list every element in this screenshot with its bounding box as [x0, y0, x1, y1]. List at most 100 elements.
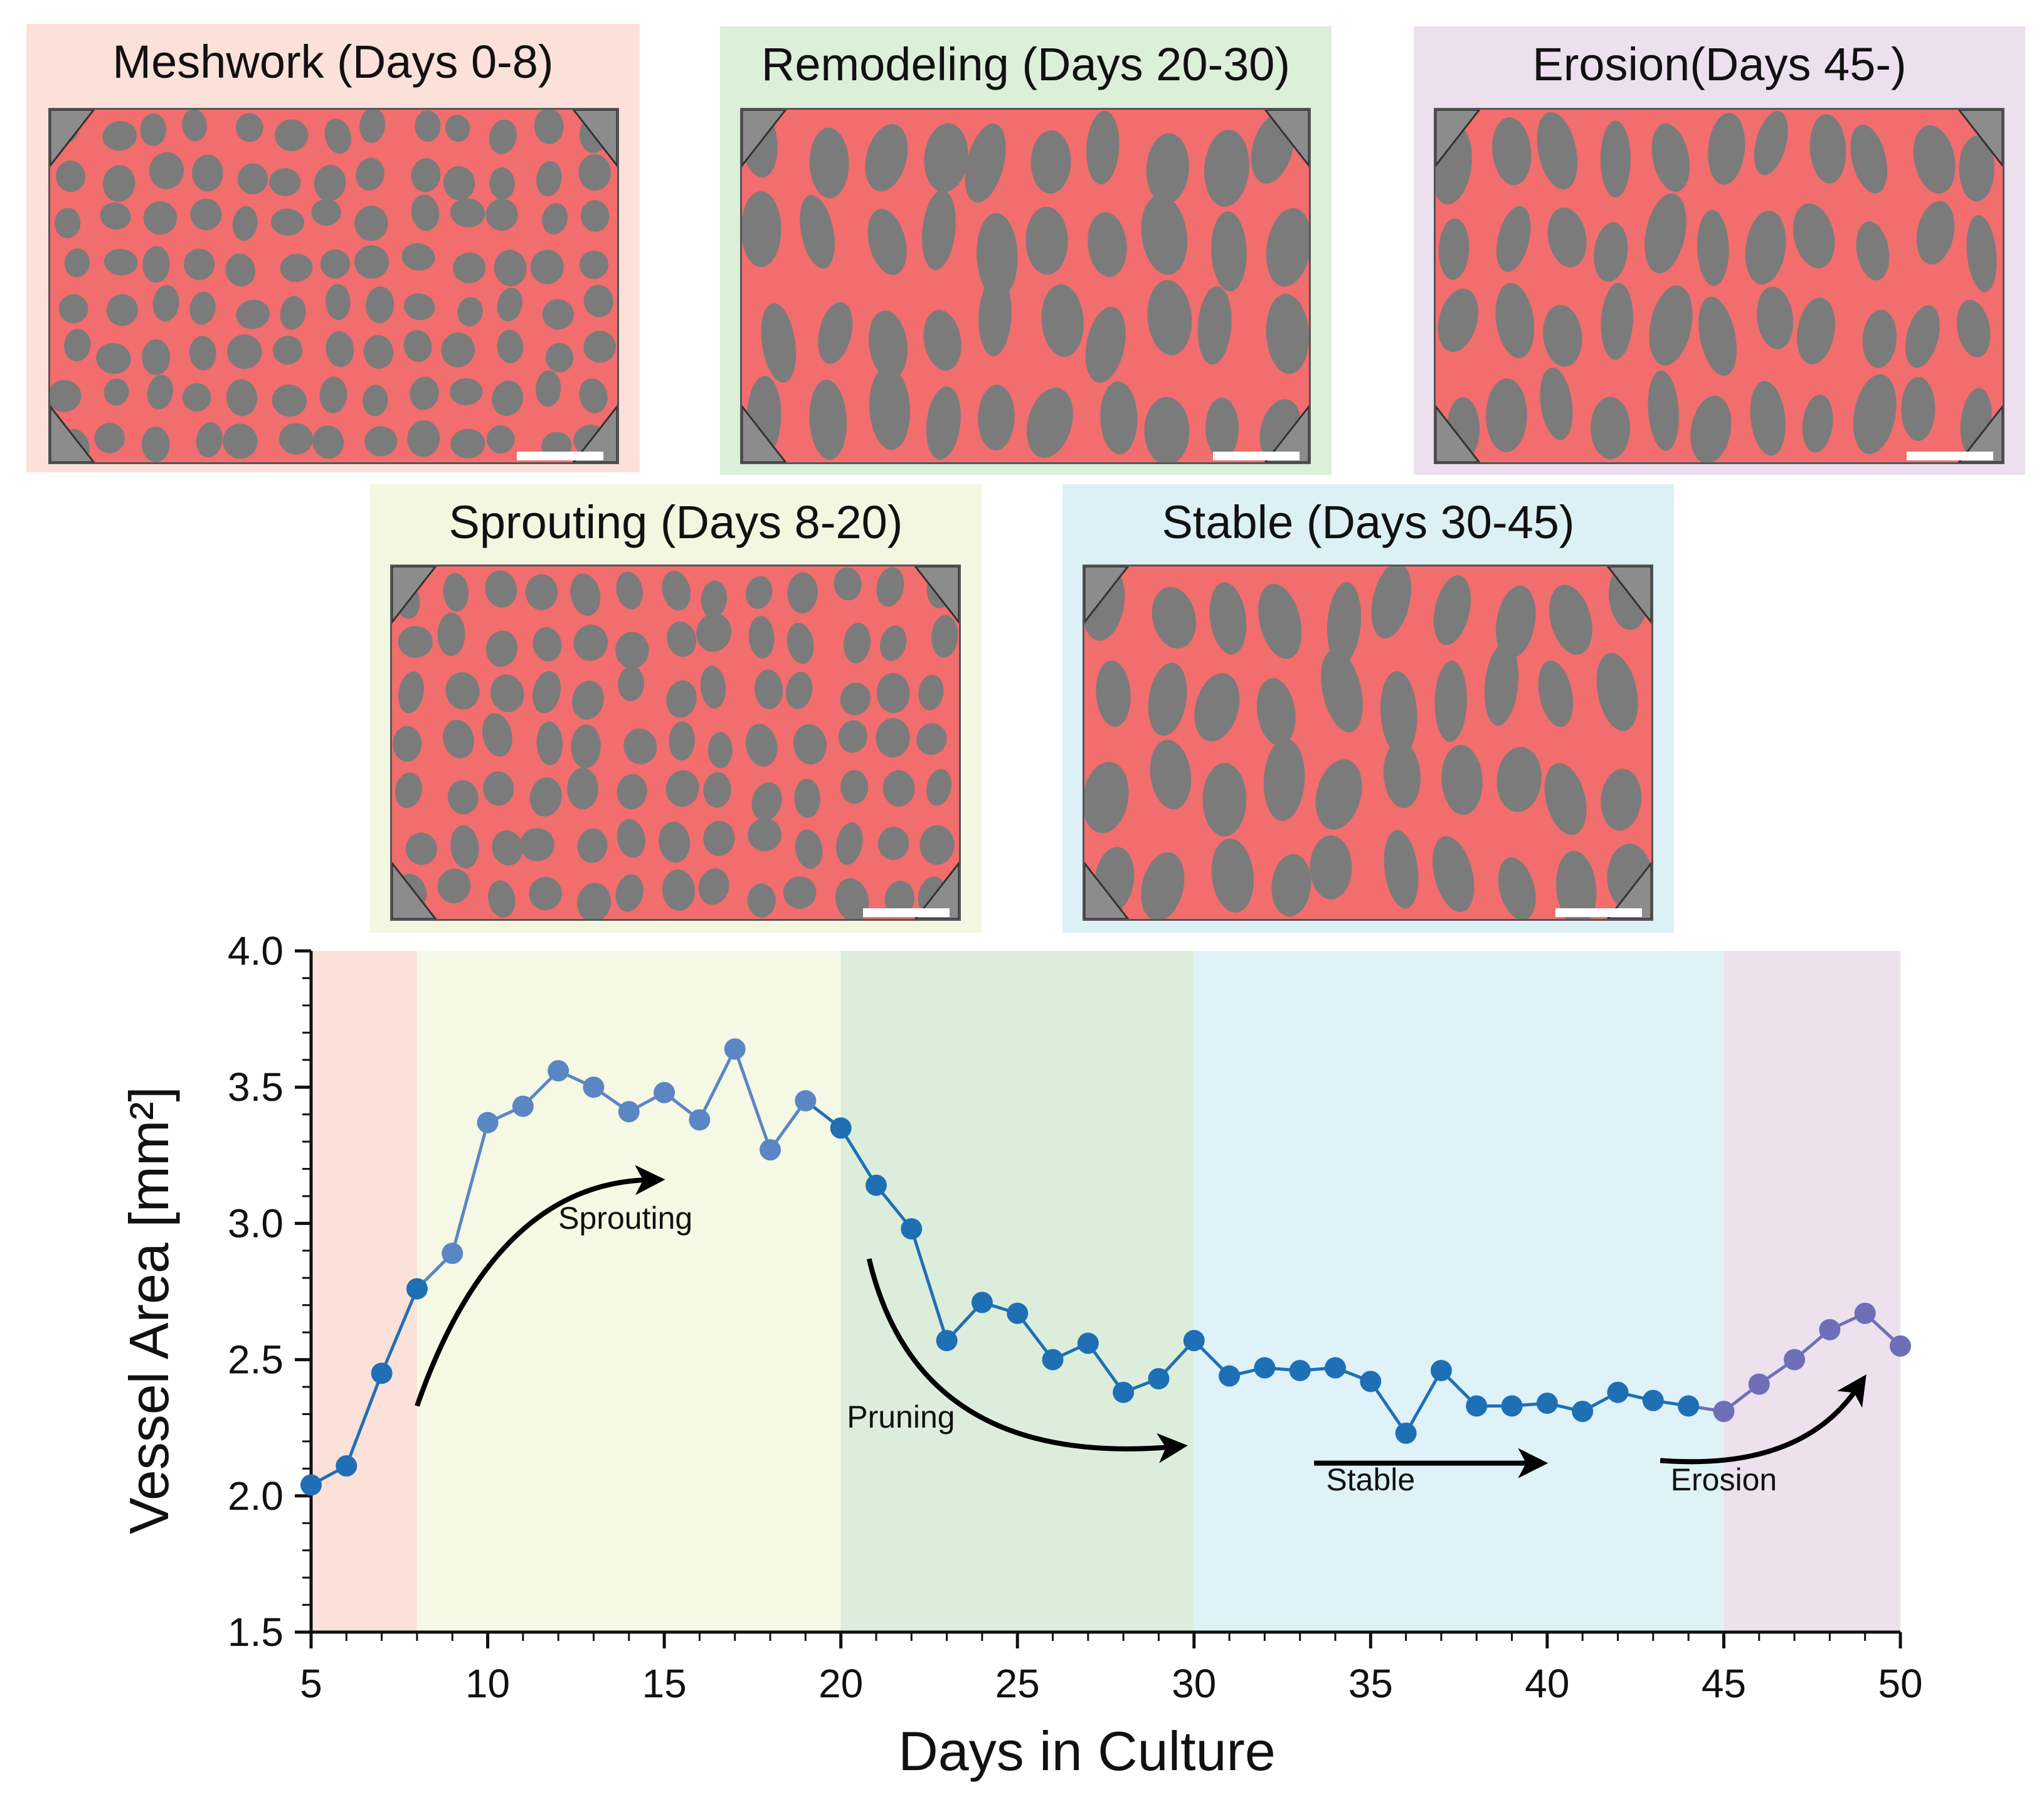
series-segment — [1404, 1369, 1443, 1435]
data-point — [654, 1081, 675, 1103]
vessel-area-chart: 1.5 2.0 2.5 3.0 3.5 4.0 5 10 15 20 25 30 35 40 45 50 Day… — [118, 928, 1923, 1782]
annotation-stable: Stable — [1326, 1462, 1415, 1497]
x-tick-label: 15 — [642, 1661, 687, 1706]
panel-title-remodeling: Remodeling (Days 20-30) — [761, 38, 1291, 90]
data-point — [971, 1292, 993, 1313]
erosion-arrow — [1660, 1374, 1867, 1465]
x-tick-label: 25 — [995, 1661, 1040, 1706]
data-point — [830, 1117, 852, 1139]
x-axis-title: Days in Culture — [898, 1720, 1276, 1782]
x-tick-label: 50 — [1878, 1661, 1922, 1706]
series-segment — [698, 1048, 736, 1121]
data-point — [618, 1101, 640, 1123]
y-tick-label: 2.5 — [228, 1337, 283, 1382]
micrograph-meshwork — [48, 108, 619, 464]
scale-bar — [1907, 452, 1993, 460]
data-point — [1890, 1335, 1911, 1357]
data-point — [1430, 1359, 1452, 1381]
panel-remodeling: Remodeling (Days 20-30) — [720, 26, 1332, 475]
band-stable — [1194, 951, 1724, 1632]
data-point — [336, 1455, 357, 1477]
scale-bar — [1213, 452, 1300, 460]
y-tick-label: 3.5 — [228, 1064, 283, 1110]
series-segment — [909, 1228, 948, 1341]
data-point — [1642, 1389, 1664, 1411]
data-point — [1748, 1373, 1770, 1395]
data-point — [512, 1095, 534, 1117]
data-point — [1784, 1349, 1806, 1371]
data-point — [1501, 1395, 1523, 1417]
data-point — [1854, 1302, 1876, 1324]
x-tick-label: 40 — [1525, 1661, 1569, 1706]
data-point — [548, 1060, 569, 1082]
x-tick-label: 30 — [1172, 1661, 1216, 1706]
scale-bar — [863, 908, 950, 917]
y-tick-label: 2.0 — [228, 1473, 283, 1519]
scale-bar — [517, 452, 603, 460]
x-tick-label: 35 — [1348, 1661, 1393, 1706]
panel-title-sprouting: Sprouting (Days 8-20) — [448, 496, 903, 548]
series-segment — [380, 1288, 419, 1374]
panel-sprouting: Sprouting (Days 8-20) — [370, 484, 982, 933]
sprouting-arrow — [415, 1165, 665, 1407]
series-segment — [733, 1048, 772, 1150]
band-sprouting — [416, 951, 841, 1632]
x-tick-label: 20 — [818, 1661, 863, 1706]
data-point — [583, 1076, 605, 1098]
data-point — [1148, 1368, 1170, 1390]
series-segment — [450, 1122, 489, 1254]
annotation-sprouting: Sprouting — [558, 1201, 692, 1236]
x-tick-label: 45 — [1702, 1661, 1746, 1706]
x-tick-label: 5 — [300, 1661, 322, 1706]
panel-stable: Stable (Days 30-45) — [1062, 484, 1674, 933]
data-point — [1360, 1371, 1382, 1393]
data-point — [724, 1038, 746, 1060]
scale-bar — [1555, 908, 1642, 917]
pruning-arrow — [866, 1258, 1188, 1463]
band-meshwork — [311, 951, 417, 1632]
y-tick-label: 3.0 — [228, 1201, 283, 1246]
data-point — [1254, 1357, 1276, 1379]
series-segment — [344, 1372, 383, 1467]
data-point — [1289, 1359, 1311, 1381]
micrograph-stable — [1083, 565, 1653, 921]
data-point — [442, 1243, 463, 1265]
data-point — [1325, 1357, 1347, 1379]
data-point — [1113, 1381, 1135, 1403]
annotation-pruning: Pruning — [847, 1399, 955, 1435]
axes: 1.5 2.0 2.5 3.0 3.5 4.0 5 10 15 20 25 30 35 40 45 50 Day… — [118, 928, 1923, 1782]
data-point — [901, 1218, 923, 1240]
data-point — [689, 1109, 711, 1131]
data-point — [1713, 1401, 1735, 1423]
data-point — [795, 1090, 817, 1111]
data-point — [1077, 1332, 1099, 1354]
panel-title-erosion: Erosion(Days 45-) — [1532, 38, 1907, 90]
data-point — [1819, 1318, 1841, 1340]
data-series — [300, 1038, 1911, 1496]
data-point — [1183, 1330, 1205, 1352]
data-point — [865, 1174, 887, 1196]
micrograph-sprouting — [390, 565, 961, 921]
data-point — [477, 1111, 499, 1133]
data-point — [936, 1330, 958, 1352]
y-axis-title: Vessel Area [mm²] — [118, 1086, 180, 1534]
micrograph-remodeling — [740, 108, 1311, 464]
y-tick-label: 4.0 — [228, 928, 283, 973]
data-point — [1042, 1349, 1064, 1371]
y-tick-label: 1.5 — [228, 1610, 283, 1655]
data-point — [1607, 1381, 1629, 1403]
data-point — [300, 1474, 322, 1496]
annotations: Sprouting Pruning Stable Erosion — [415, 1165, 1867, 1497]
series-segment — [839, 1127, 878, 1186]
data-point — [1219, 1365, 1241, 1387]
annotation-erosion: Erosion — [1671, 1462, 1777, 1497]
x-tick-label: 10 — [465, 1661, 510, 1706]
data-point — [406, 1278, 428, 1300]
panel-title-meshwork: Meshwork (Days 0-8) — [112, 36, 554, 88]
data-point — [1678, 1395, 1700, 1417]
panel-meshwork: Meshwork (Days 0-8) — [26, 24, 640, 472]
micrograph-erosion — [1434, 108, 2004, 464]
panel-erosion: Erosion(Days 45-) — [1414, 26, 2025, 475]
data-point — [760, 1139, 781, 1161]
data-point — [1536, 1393, 1558, 1414]
